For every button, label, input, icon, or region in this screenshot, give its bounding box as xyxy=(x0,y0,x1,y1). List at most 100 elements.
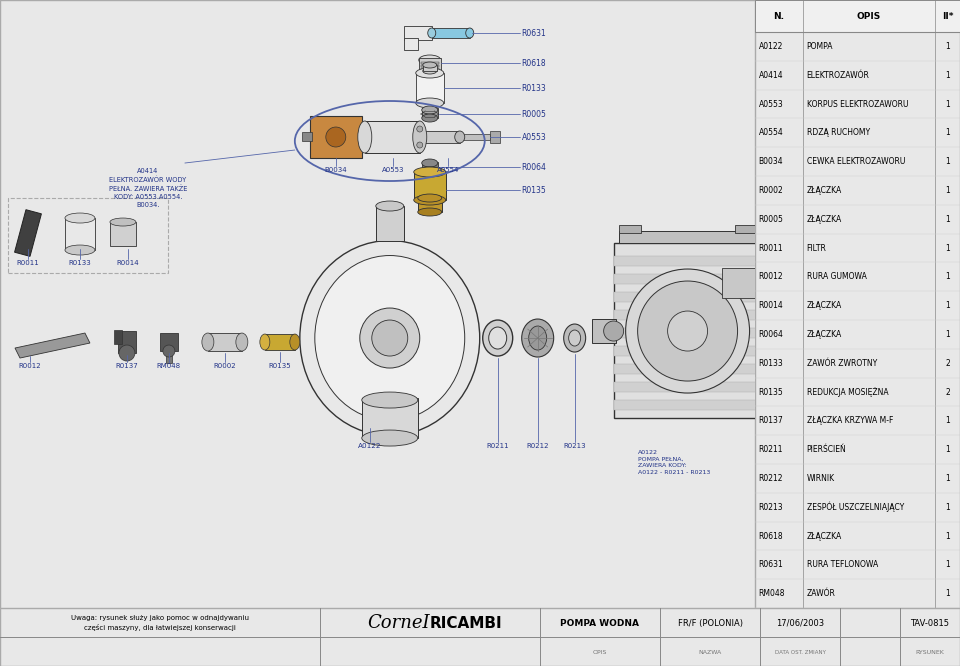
Text: A0122
POMPA PEŁNA,
ZAWIERA KODY:
A0122 - R0211 - R0213: A0122 POMPA PEŁNA, ZAWIERA KODY: A0122 -… xyxy=(637,450,710,475)
Bar xyxy=(166,349,172,363)
Text: R0618: R0618 xyxy=(758,531,783,541)
Bar xyxy=(755,0,960,32)
Circle shape xyxy=(360,308,420,368)
Ellipse shape xyxy=(455,131,465,143)
Text: R0011: R0011 xyxy=(16,260,39,266)
Bar xyxy=(422,65,437,71)
Ellipse shape xyxy=(483,320,513,356)
Text: 1: 1 xyxy=(945,129,949,137)
Text: RURA TEFLONOWA: RURA TEFLONOWA xyxy=(806,560,878,569)
Text: A0554: A0554 xyxy=(437,167,459,173)
Text: Uwaga: rysunek służy jako pomoc w odnajdywaniu
części maszyny, dla łatwiejszej k: Uwaga: rysunek służy jako pomoc w odnajd… xyxy=(71,615,249,631)
Text: OPIS: OPIS xyxy=(856,11,881,21)
Ellipse shape xyxy=(568,330,581,346)
Bar xyxy=(613,256,761,266)
Text: RICAMBI: RICAMBI xyxy=(430,615,503,631)
Text: A0553: A0553 xyxy=(758,99,783,109)
Bar xyxy=(618,225,640,233)
Bar xyxy=(420,68,439,70)
Text: R0011: R0011 xyxy=(758,244,783,252)
Text: 1: 1 xyxy=(945,416,949,426)
Text: R0064: R0064 xyxy=(521,163,546,172)
Ellipse shape xyxy=(236,333,248,351)
Ellipse shape xyxy=(529,326,546,350)
Text: R0213: R0213 xyxy=(758,503,783,511)
Ellipse shape xyxy=(421,106,438,114)
Ellipse shape xyxy=(110,218,136,226)
Ellipse shape xyxy=(362,392,418,408)
Text: ZAWÓR ZWROTNY: ZAWÓR ZWROTNY xyxy=(806,359,876,368)
Ellipse shape xyxy=(65,213,95,223)
Text: R0002: R0002 xyxy=(213,363,236,369)
Text: OPIS: OPIS xyxy=(593,649,607,655)
Bar xyxy=(375,206,404,241)
Circle shape xyxy=(626,269,750,393)
Bar xyxy=(591,319,615,343)
Text: R0135: R0135 xyxy=(269,363,291,369)
Text: 1: 1 xyxy=(945,330,949,339)
Text: R0211: R0211 xyxy=(487,443,509,449)
Text: 1: 1 xyxy=(945,301,949,310)
Text: 1: 1 xyxy=(945,589,949,598)
Text: R0137: R0137 xyxy=(758,416,783,426)
Ellipse shape xyxy=(414,167,445,177)
Bar xyxy=(160,333,178,351)
Bar xyxy=(118,331,136,353)
Ellipse shape xyxy=(466,28,473,38)
Bar xyxy=(613,346,761,356)
Text: REDUKCJA MOSIĘŻNA: REDUKCJA MOSIĘŻNA xyxy=(806,387,888,397)
Text: R0212: R0212 xyxy=(758,474,783,483)
Text: PIERŚCIEŃ: PIERŚCIEŃ xyxy=(806,445,847,454)
Text: KORPUS ELEKTROZAWORU: KORPUS ELEKTROZAWORU xyxy=(806,99,908,109)
Text: RURA GUMOWA: RURA GUMOWA xyxy=(806,272,867,281)
Text: ZŁĄCZKA: ZŁĄCZKA xyxy=(806,186,842,195)
Text: R0133: R0133 xyxy=(521,83,546,93)
Bar xyxy=(114,330,122,344)
Text: A0414
ELEKTROZAWÓR WODY
PEŁNA. ZAWIERA TAKŻE
KODY: A0553.A0554.
B0034.: A0414 ELEKTROZAWÓR WODY PEŁNA. ZAWIERA T… xyxy=(108,168,187,208)
Circle shape xyxy=(417,142,422,148)
Ellipse shape xyxy=(290,334,300,350)
Circle shape xyxy=(604,321,624,341)
Circle shape xyxy=(417,126,422,132)
Ellipse shape xyxy=(421,167,438,175)
Text: A0554: A0554 xyxy=(758,129,783,137)
Text: 17/06/2003: 17/06/2003 xyxy=(776,619,824,627)
Bar xyxy=(460,134,490,140)
Ellipse shape xyxy=(362,430,418,446)
Text: RDZĄ RUCHOMY: RDZĄ RUCHOMY xyxy=(806,129,870,137)
Ellipse shape xyxy=(419,55,441,65)
Text: R0014: R0014 xyxy=(116,260,139,266)
Bar xyxy=(618,231,756,243)
Text: 1: 1 xyxy=(945,71,949,80)
Text: 2: 2 xyxy=(945,359,949,368)
Text: B0034: B0034 xyxy=(758,157,783,166)
Text: ZESPÓŁ USZCZELNIAJĄCY: ZESPÓŁ USZCZELNIAJĄCY xyxy=(806,502,904,513)
Bar xyxy=(414,172,445,200)
Ellipse shape xyxy=(375,201,404,211)
Text: 1: 1 xyxy=(945,42,949,51)
Bar xyxy=(613,274,761,284)
Polygon shape xyxy=(14,210,41,256)
Bar xyxy=(490,131,500,143)
Circle shape xyxy=(372,320,408,356)
Text: FR/F (POLONIA): FR/F (POLONIA) xyxy=(678,619,742,627)
Text: 1: 1 xyxy=(945,445,949,454)
Bar xyxy=(613,292,761,302)
Bar xyxy=(420,62,439,64)
Text: A0122: A0122 xyxy=(758,42,783,51)
Text: CorneI: CorneI xyxy=(368,614,430,632)
Bar xyxy=(404,38,418,50)
Bar xyxy=(420,65,439,67)
Bar xyxy=(613,400,761,410)
Text: 1: 1 xyxy=(945,531,949,541)
Circle shape xyxy=(667,311,708,351)
Text: 1: 1 xyxy=(945,560,949,569)
Bar xyxy=(208,333,242,351)
Text: R0133: R0133 xyxy=(68,260,91,266)
Ellipse shape xyxy=(418,194,442,202)
Bar xyxy=(65,218,95,250)
Text: N.: N. xyxy=(773,11,784,21)
Text: R0005: R0005 xyxy=(521,109,546,119)
Ellipse shape xyxy=(416,98,444,108)
Ellipse shape xyxy=(421,159,438,167)
